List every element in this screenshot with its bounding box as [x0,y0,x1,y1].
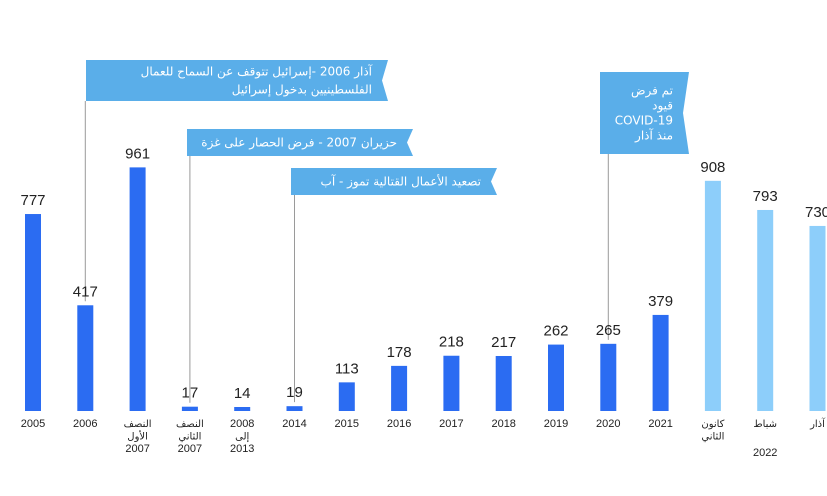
bar [548,344,564,411]
group-labels: 2022 [753,447,777,459]
annotation-text: الفلسطينيين بدخول إسرائيل [232,83,372,98]
value-label: 19 [286,384,303,401]
annotation-banner [187,129,413,156]
x-tick-label: 2015 [335,418,359,430]
bar [234,407,251,411]
x-tick-label: 2018 [491,418,515,430]
x-tick-label: إلى [235,432,249,443]
annotation-leaders [84,101,609,403]
bar [704,180,721,411]
x-tick-label: الثاني [701,432,724,443]
x-tick-label: 2005 [21,418,45,430]
x-tick-label: الثاني [178,432,201,443]
x-tick-label: النصف [124,419,152,430]
bar [338,382,355,411]
bar [25,214,41,411]
annotation-text: تم فرض [631,84,673,99]
value-label: 417 [73,283,98,300]
bar [495,355,512,411]
annotation-text: COVID-19 [615,114,673,128]
annotation-text: تصعيد الأعمال القتالية تموز - آب [321,174,481,190]
bars [25,167,826,411]
bar [77,305,94,411]
value-label: 730 [805,204,827,221]
x-tick-label: 2019 [544,418,568,430]
value-label: 217 [491,334,516,351]
x-tick-label: 2008 [230,418,254,430]
x-tick-label: كانون [701,419,724,430]
bar [443,355,460,411]
x-tick-label: 2007 [125,443,149,455]
x-tick-label: 2020 [596,418,620,430]
bar [286,406,303,411]
value-label: 379 [648,293,673,310]
x-tick-label: 2006 [73,418,97,430]
annotations: آذار 2006 -إسرائيل تتوقف عن السماح للعما… [86,60,689,195]
x-tick-label: شباط [753,419,777,430]
x-tick-label: النصف [176,419,204,430]
value-label: 178 [387,344,412,361]
bar [600,343,617,411]
value-label: 17 [182,385,199,402]
value-label: 265 [596,322,621,339]
bar [181,406,198,411]
annotation-text: آذار 2006 -إسرائيل تتوقف عن السماح للعما… [141,64,373,80]
x-tick-label: آذار [809,417,826,430]
group-label: 2022 [753,447,777,459]
x-tick-label: 2021 [648,418,672,430]
x-tick-label: 2017 [439,418,463,430]
annotation-text: منذ آذار [634,128,673,144]
bar [391,365,408,411]
x-axis-tick-labels: 2005 2006 النصفالأول2007النصفالثاني2007200… [21,417,826,455]
bar [757,209,774,411]
bar [652,314,669,411]
value-label: 777 [20,192,45,209]
bar [129,167,146,411]
bar [809,225,826,411]
annotation-text: حزيران 2007 - فرض الحصار على غزة [201,136,397,151]
value-label: 14 [234,385,251,402]
x-tick-label: 2007 [178,443,202,455]
value-label: 113 [335,360,359,377]
value-label: 793 [753,188,778,205]
value-label: 908 [700,159,725,176]
annotation-text: قيود [652,99,673,114]
x-tick-label: الأول [127,430,148,443]
x-tick-label: 2016 [387,418,411,430]
value-label: 218 [439,334,464,351]
value-labels: 777 417 961 17 14 19 113 178 218 217 262 265 379 908 7… [20,145,827,402]
x-tick-label: 2013 [230,443,254,455]
annotation-banner [291,168,497,195]
value-label: 961 [125,145,150,162]
value-label: 262 [543,323,568,340]
annotation-banner [600,72,689,154]
x-tick-label: 2014 [282,418,306,430]
annotation-banner [86,60,388,101]
